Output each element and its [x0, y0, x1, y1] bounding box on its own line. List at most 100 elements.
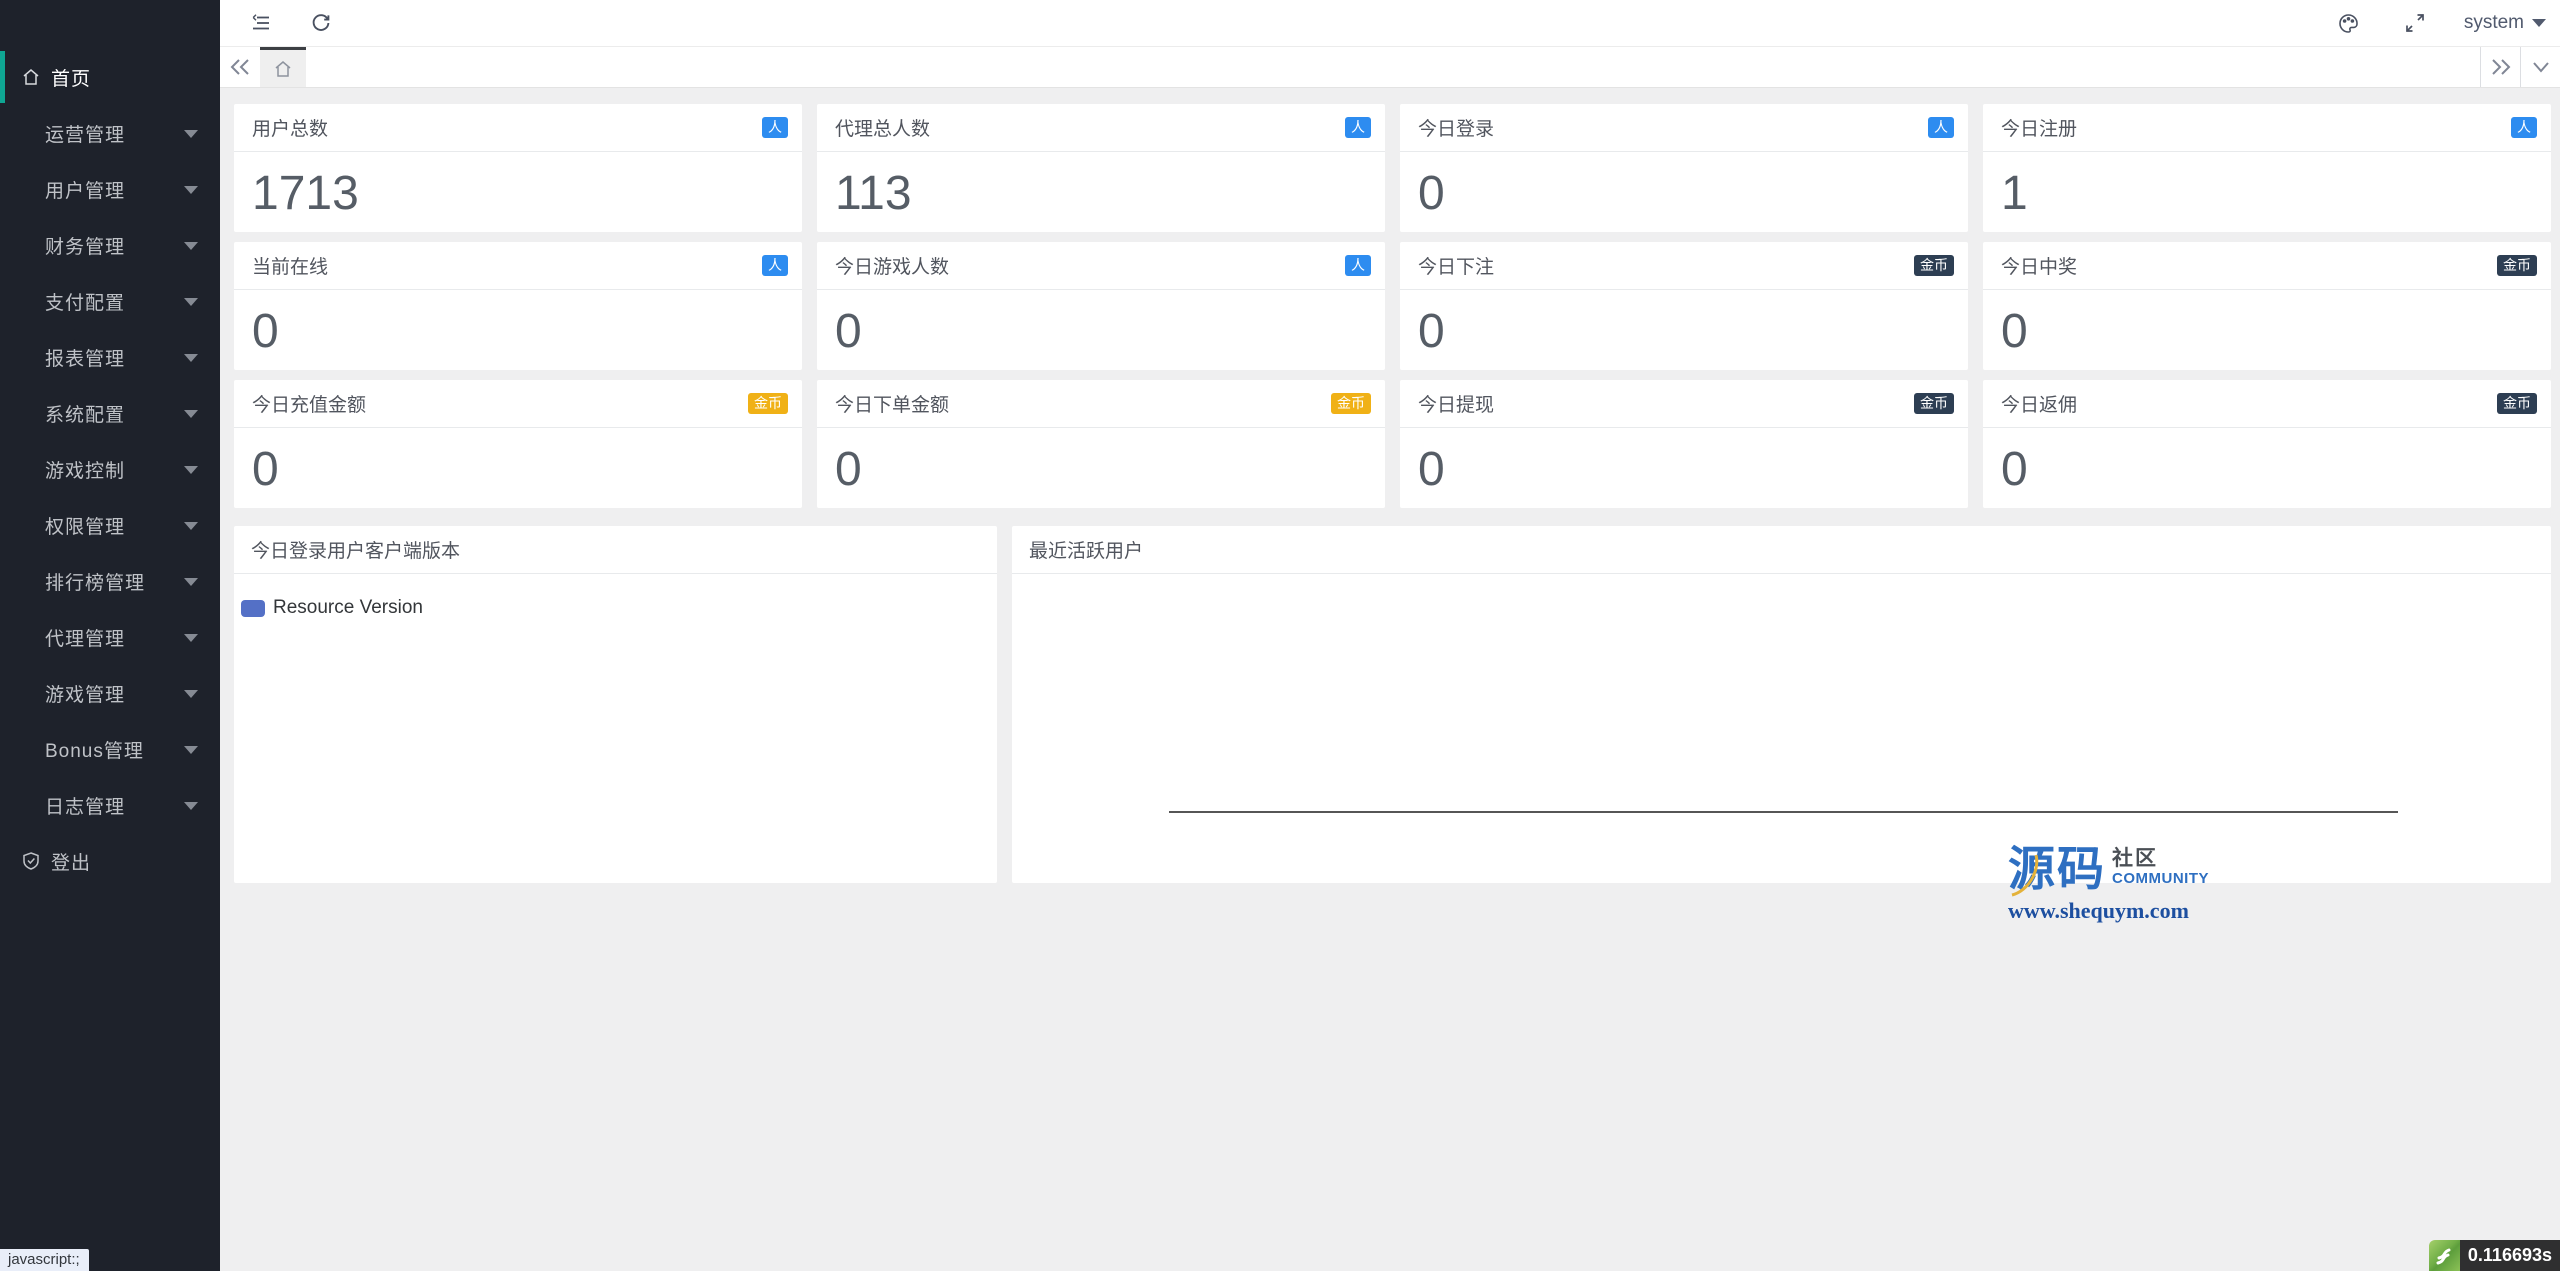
empty-chart-axis-line — [1169, 811, 2398, 813]
stat-label: 今日注册 — [2001, 119, 2078, 140]
chevron-down-icon — [184, 690, 198, 698]
stat-label: 今日登录 — [1418, 119, 1495, 140]
stat-label: 用户总数 — [252, 119, 329, 140]
sidebar-submenu-label: 权限管理 — [45, 516, 126, 538]
sidebar-submenu-7[interactable]: 游戏控制 — [0, 441, 220, 497]
sidebar-item-home[interactable]: 首页 — [0, 49, 220, 105]
stat-card-12: 今日返佣 金币 0 — [1983, 380, 2551, 508]
chevron-down-icon — [184, 242, 198, 250]
framework-logo-icon — [2428, 1240, 2460, 1271]
stat-card-header: 今日返佣 金币 — [1983, 380, 2551, 428]
tabs-scroll-right-icon[interactable] — [2480, 47, 2520, 87]
stat-card-10: 今日下单金额 金币 0 — [817, 380, 1385, 508]
stat-value: 0 — [1418, 167, 1445, 220]
chevron-down-icon — [2532, 19, 2546, 27]
chevron-down-icon — [184, 298, 198, 306]
stat-value: 0 — [835, 305, 862, 358]
tab-home[interactable] — [260, 47, 306, 87]
user-menu[interactable]: system — [2464, 12, 2546, 34]
stat-card-header: 今日注册 人 — [1983, 104, 2551, 152]
stat-card-11: 今日提现 金币 0 — [1400, 380, 1968, 508]
stat-card-header: 当前在线 人 — [234, 242, 802, 290]
sidebar-submenu-label: 支付配置 — [45, 292, 126, 314]
legend-label: Resource Version — [273, 597, 423, 618]
watermark-logo-text: 源码 — [2008, 842, 2106, 895]
sidebar-submenu-13[interactable]: 日志管理 — [0, 777, 220, 833]
watermark-url: www.shequym.com — [2008, 898, 2189, 923]
home-icon — [275, 60, 291, 77]
sidebar-submenu-5[interactable]: 报表管理 — [0, 329, 220, 385]
stat-label: 今日下单金额 — [835, 395, 950, 416]
stat-value: 113 — [835, 167, 912, 220]
stat-label: 今日游戏人数 — [835, 257, 950, 278]
chart-legend-item[interactable]: Resource Version — [241, 597, 423, 619]
sidebar-submenu-label: 运营管理 — [45, 124, 126, 146]
load-time-value: 0.116693s — [2459, 1240, 2560, 1271]
stat-value: 0 — [835, 443, 862, 496]
stat-card-8: 今日中奖 金币 0 — [1983, 242, 2551, 370]
sidebar-submenu-label: 财务管理 — [45, 236, 126, 258]
sidebar-submenu-10[interactable]: 代理管理 — [0, 609, 220, 665]
panel-title: 今日登录用户客户端版本 — [234, 526, 997, 574]
sidebar-submenu-8[interactable]: 权限管理 — [0, 497, 220, 553]
stat-label: 代理总人数 — [835, 119, 931, 140]
sidebar-submenu-12[interactable]: Bonus管理 — [0, 721, 220, 777]
home-icon — [21, 67, 41, 87]
sidebar-submenu-label: 系统配置 — [45, 404, 126, 426]
stat-value: 0 — [2001, 443, 2028, 496]
stat-card-2: 代理总人数 人 113 — [817, 104, 1385, 232]
tab-bar — [220, 47, 2560, 88]
main-content: 用户总数人 1713 代理总人数人 113 今日登录人 0 今日注册人 1 当前在线人 0 今日游戏… — [220, 89, 2560, 1271]
sidebar-submenu-3[interactable]: 财务管理 — [0, 217, 220, 273]
sidebar-submenu-label: Bonus管理 — [45, 740, 144, 762]
watermark-subtitle-cn: 社区 — [2112, 847, 2158, 870]
stat-card-header: 代理总人数 人 — [817, 104, 1385, 152]
stat-label: 今日中奖 — [2001, 257, 2078, 278]
stat-unit-badge: 金币 — [1914, 254, 1954, 277]
stat-value: 0 — [252, 305, 279, 358]
stat-card-header: 今日游戏人数 人 — [817, 242, 1385, 290]
stat-card-9: 今日充值金额 金币 0 — [234, 380, 802, 508]
chevron-down-icon — [184, 746, 198, 754]
sidebar-submenu-2[interactable]: 用户管理 — [0, 161, 220, 217]
stats-grid: 用户总数人 1713 代理总人数人 113 今日登录人 0 今日注册人 1 当前在线人 0 今日游戏… — [234, 104, 2551, 508]
stat-card-header: 今日登录 人 — [1400, 104, 1968, 152]
stat-unit-badge: 人 — [1345, 116, 1371, 139]
sidebar-submenu-label: 报表管理 — [45, 348, 126, 370]
site-watermark: 源码 社区 COMMUNITY www.shequym.com — [2008, 845, 2209, 924]
sidebar-submenu-6[interactable]: 系统配置 — [0, 385, 220, 441]
stat-label: 当前在线 — [252, 257, 329, 278]
stat-value: 0 — [1418, 443, 1445, 496]
sidebar-submenu-label: 排行榜管理 — [45, 572, 146, 594]
stat-unit-badge: 金币 — [2497, 254, 2537, 277]
theme-palette-icon[interactable] — [2336, 10, 2362, 36]
sidebar-submenu-label: 游戏管理 — [45, 684, 126, 706]
tabs-scroll-left-icon[interactable] — [220, 47, 260, 87]
chevron-down-icon — [184, 578, 198, 586]
tabbar-empty-space — [306, 47, 2480, 87]
chevron-down-icon — [184, 466, 198, 474]
stat-unit-badge: 金币 — [1331, 392, 1371, 415]
chevron-down-icon — [184, 802, 198, 810]
stat-card-7: 今日下注 金币 0 — [1400, 242, 1968, 370]
sidebar-submenu-11[interactable]: 游戏管理 — [0, 665, 220, 721]
sidebar-item-logout[interactable]: 登出 — [0, 833, 220, 889]
stat-unit-badge: 人 — [762, 254, 788, 277]
sidebar-collapse-icon[interactable] — [248, 10, 274, 36]
panel-recent-active-users: 最近活跃用户 — [1012, 526, 2551, 883]
tabs-options-icon[interactable] — [2520, 47, 2560, 87]
stat-card-4: 今日注册 人 1 — [1983, 104, 2551, 232]
fullscreen-icon[interactable] — [2402, 10, 2428, 36]
chevron-down-icon — [184, 130, 198, 138]
logout-shield-icon — [21, 851, 41, 871]
stat-value: 1 — [2001, 167, 2028, 220]
sidebar-submenu-9[interactable]: 排行榜管理 — [0, 553, 220, 609]
sidebar-submenu-1[interactable]: 运营管理 — [0, 105, 220, 161]
stat-unit-badge: 人 — [1928, 116, 1954, 139]
sidebar-submenu-4[interactable]: 支付配置 — [0, 273, 220, 329]
legend-color-swatch — [241, 599, 265, 617]
stat-value: 1713 — [252, 167, 359, 220]
chevron-down-icon — [184, 634, 198, 642]
refresh-icon[interactable] — [308, 10, 334, 36]
stat-card-header: 用户总数 人 — [234, 104, 802, 152]
